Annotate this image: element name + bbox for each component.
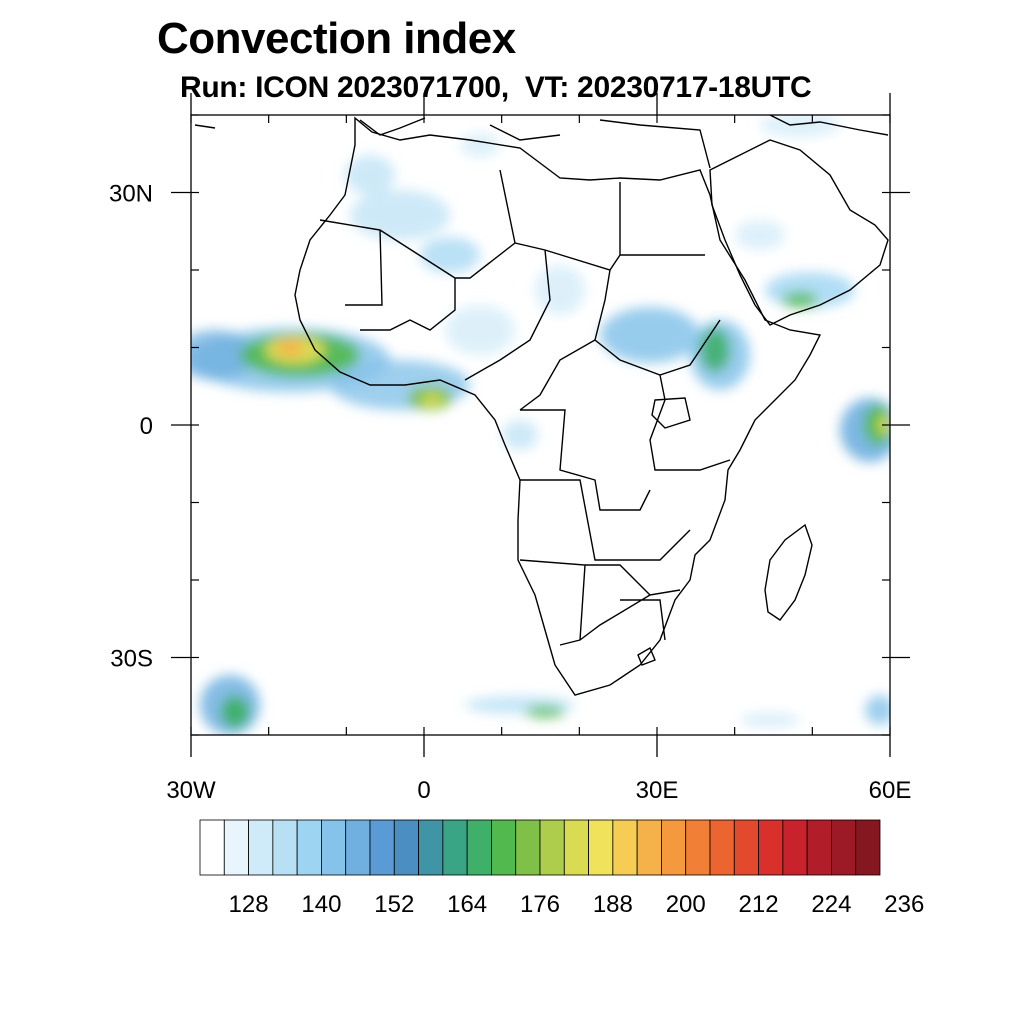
colorbar-swatch [855,819,881,876]
colorbar-swatch [321,819,347,876]
lat-tick-label: 0 [140,413,153,440]
colorbar-swatch [418,819,444,876]
colorbar-swatch [272,819,298,876]
colorbar-swatch [223,819,249,876]
colorbar-label: 224 [811,891,851,918]
colorbar-label: 164 [447,891,487,918]
lon-tick-label: 60E [869,777,912,804]
colorbar-swatch [296,819,322,876]
lon-tick-label: 30E [636,777,679,804]
colorbar-swatch [661,819,687,876]
colorbar-swatch [369,819,395,876]
arabia-coastline [709,139,889,326]
colorbar-swatch [563,819,589,876]
colorbar-swatch [636,819,662,876]
colorbar-swatch [758,819,784,876]
colorbar-swatch [345,819,371,876]
map-outlines [194,115,889,696]
colorbar-swatch [733,819,759,876]
colorbar-label: 200 [666,891,706,918]
madagascar-coastline [764,523,813,621]
map-subtitle: Run: ICON 2023071700, VT: 20230717-18UTC [180,71,812,104]
colorbar-swatch [588,819,614,876]
lon-tick-label: 0 [417,777,430,804]
colorbar-swatch [539,819,565,876]
colorbar-label: 188 [593,891,633,918]
africa-coastline [294,116,822,696]
colorbar-swatch [199,819,225,876]
colorbar-label: 140 [301,891,341,918]
lat-tick-label: 30N [109,181,153,208]
colorbar-label: 176 [520,891,560,918]
colorbar-swatch [685,819,711,876]
lat-tick-label: 30S [110,646,153,673]
colorbar: 128 140 152 164 176 188 200 212 224 236 [199,819,924,918]
colorbar-swatch [612,819,638,876]
colorbar-swatch [491,819,517,876]
axis-ticks: 30W 0 30E 60E 30N 0 30S [109,93,911,804]
lon-tick-label: 30W [166,777,216,804]
colorbar-label: 212 [739,891,779,918]
colorbar-swatch [442,819,468,876]
map-frame [190,114,891,736]
colorbar-swatch [831,819,857,876]
map-title: Convection index [157,14,516,63]
colorbar-label: 236 [884,891,924,918]
colorbar-label: 152 [374,891,414,918]
colorbar-swatch [466,819,492,876]
colorbar-swatch [248,819,274,876]
colorbar-swatch [782,819,808,876]
colorbar-swatch [709,819,735,876]
colorbar-swatch [806,819,832,876]
colorbar-swatch [393,819,419,876]
convection-field [191,115,890,735]
colorbar-swatch [515,819,541,876]
colorbar-label: 128 [229,891,269,918]
